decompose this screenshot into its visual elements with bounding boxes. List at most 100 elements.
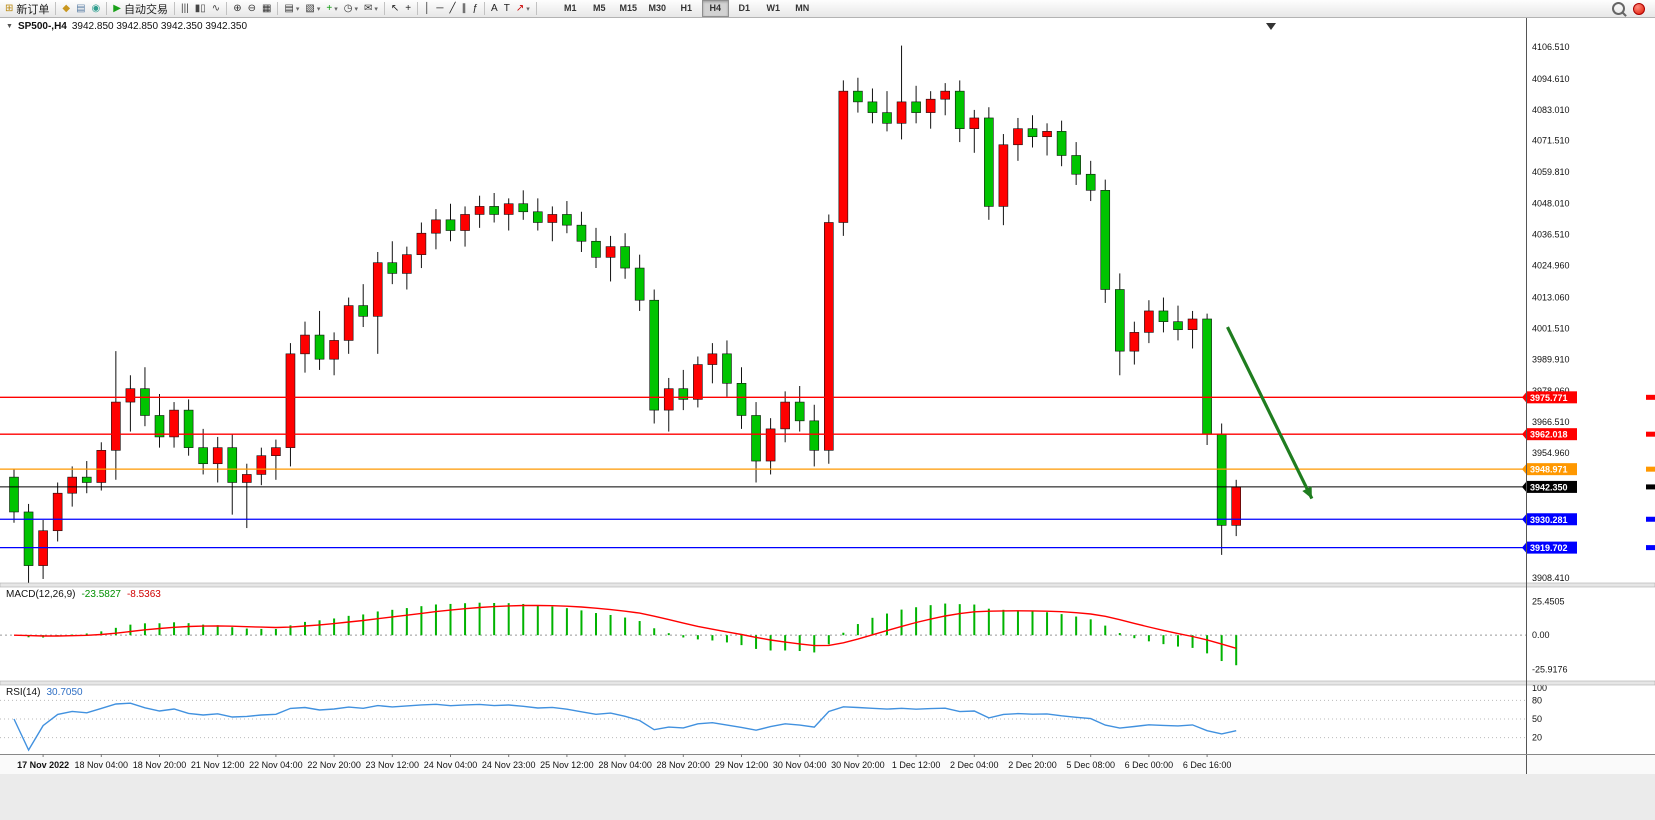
text-label-icon[interactable]: T	[501, 1, 513, 17]
candle-body	[707, 353, 718, 365]
new-order-icon: ⊞	[5, 2, 14, 14]
candle-body	[984, 117, 994, 207]
auto-trading-icon: ▶	[113, 2, 121, 14]
price-line-label[interactable]: 3942.350	[1522, 480, 1577, 493]
market-watch-icon[interactable]: ◆	[59, 1, 73, 17]
candle-body	[1202, 318, 1212, 435]
price-axis-label: 3954.960	[1532, 448, 1570, 458]
tile-windows-icon[interactable]: ▦	[259, 1, 274, 17]
zoom-out-icon[interactable]: ⊖	[245, 1, 259, 17]
horizontal-line-icon[interactable]: ─	[433, 1, 446, 17]
chevron-down-icon: ▾	[316, 5, 321, 13]
fibonacci-icon[interactable]: ƒ	[469, 1, 481, 17]
new-chart-dropdown[interactable]: ▤ ▾	[281, 1, 302, 17]
vertical-line-icon[interactable]: │	[421, 1, 433, 17]
time-axis[interactable]	[0, 754, 1655, 774]
chevron-down-icon: ▾	[354, 5, 358, 13]
price-line-label[interactable]: 3975.771	[1522, 391, 1577, 404]
line-chart-icon[interactable]: ∿	[209, 1, 223, 17]
candle-body	[925, 98, 936, 113]
horizontal-line-icon-icon: ─	[436, 2, 444, 14]
candle-body	[402, 254, 412, 274]
candle-body	[154, 415, 165, 438]
price-line-label[interactable]: 3919.702	[1522, 541, 1577, 554]
arrows-dropdown[interactable]: ↗ ▾	[513, 1, 533, 17]
time-axis-label: 28 Nov 20:00	[657, 760, 711, 770]
alert-icon[interactable]	[1633, 2, 1645, 15]
new-order-button-label: 新订单	[16, 3, 50, 16]
rsi-line	[13, 702, 1237, 752]
price-axis-label: 3966.510	[1532, 417, 1570, 427]
candle-body	[765, 428, 776, 462]
candle-body	[969, 117, 980, 129]
price-axis-label: 4094.610	[1532, 74, 1570, 84]
auto-trading-button[interactable]: ▶ 自动交易	[110, 1, 171, 17]
timeframe-h4[interactable]: H4	[701, 0, 729, 17]
timeframe-switcher: M1 M5 M15 M30 H1 H4 D1 W1 MN	[556, 0, 817, 17]
pane-divider[interactable]	[0, 680, 1655, 686]
timeframe-d1[interactable]: D1	[738, 3, 750, 13]
text-icon-icon: A	[491, 2, 498, 14]
price-line-value: 3942.350	[1530, 482, 1568, 492]
toolbar-separator	[277, 2, 279, 15]
candle-body	[823, 222, 834, 451]
cursor-icon[interactable]: ↖	[388, 1, 402, 17]
rsi-indicator-label: RSI(14) 30.7050	[6, 687, 83, 698]
text-icon[interactable]: A	[488, 1, 501, 17]
price-axis[interactable]: 4106.510 4094.610 4083.010 4071.510 4059.810…	[1532, 42, 1570, 583]
time-axis-label: 2 Dec 20:00	[1008, 760, 1057, 770]
candle-body	[503, 203, 514, 215]
candle-body	[1013, 128, 1023, 146]
macd-name: MACD(12,26,9)	[6, 589, 76, 600]
chevron-down-icon[interactable]: ▼	[6, 23, 13, 30]
candlestick-chart-icon[interactable]: ▮▯	[192, 1, 209, 17]
time-axis-label: 6 Dec 16:00	[1183, 760, 1232, 770]
pane-divider[interactable]	[0, 582, 1655, 588]
profiles-dropdown[interactable]: ▧ ▾	[302, 1, 323, 17]
candle-body	[125, 388, 136, 403]
periods-dropdown[interactable]: ◷ ▾	[341, 1, 361, 17]
candle-body	[212, 447, 223, 465]
candle-body	[52, 492, 63, 532]
crosshair-icon[interactable]: +	[402, 1, 414, 17]
chart-shift-marker[interactable]	[1266, 23, 1276, 30]
rsi-axis-label: 100	[1532, 683, 1547, 693]
candle-body	[329, 340, 339, 360]
candle-body	[140, 388, 150, 416]
price-axis-label: 4013.060	[1532, 292, 1570, 302]
data-window-icon[interactable]: ▤	[73, 1, 88, 17]
toolbar-separator	[173, 2, 175, 15]
time-axis-label: 6 Dec 00:00	[1125, 760, 1174, 770]
line-chart-icon-icon: ∿	[211, 2, 221, 14]
trend-arrow-annotation[interactable]	[1226, 326, 1314, 500]
timeframe-m30[interactable]: M30	[648, 3, 666, 13]
price-line-label[interactable]: 3930.281	[1522, 513, 1577, 526]
new-order-button[interactable]: ⊞ 新订单	[2, 1, 52, 17]
timeframe-m5[interactable]: M5	[592, 3, 606, 13]
timeframe-m15[interactable]: M15	[619, 3, 637, 13]
candle-body	[1100, 190, 1111, 290]
price-line-label[interactable]: 3948.971	[1522, 463, 1577, 476]
search-icon[interactable]	[1612, 2, 1625, 15]
zoom-in-icon[interactable]: ⊕	[230, 1, 244, 17]
navigator-icon[interactable]: ◉	[89, 1, 104, 17]
tile-windows-icon-icon: ▦	[261, 2, 272, 14]
time-axis-label: 22 Nov 04:00	[249, 760, 303, 770]
trendline-icon[interactable]: ╱	[446, 1, 458, 17]
timeframe-m1[interactable]: M1	[563, 3, 577, 13]
candle-body	[387, 262, 398, 274]
equidistant-channel-icon[interactable]: ∥	[458, 1, 469, 17]
candlestick-chart-icon-icon: ▮▯	[194, 2, 206, 14]
timeframe-mn[interactable]: MN	[795, 3, 810, 13]
timeframe-h1[interactable]: H1	[680, 3, 692, 13]
candle-body	[489, 206, 499, 215]
indicators-dropdown[interactable]: + ▾	[323, 1, 340, 17]
price-line-label[interactable]: 3962.018	[1522, 428, 1577, 441]
bar-chart-icon[interactable]: |||	[178, 1, 192, 17]
timeframe-w1[interactable]: W1	[766, 3, 780, 13]
vertical-line-icon-icon: │	[424, 2, 431, 14]
templates-dropdown[interactable]: ✉ ▾	[361, 1, 381, 17]
toolbar-separator	[417, 2, 419, 15]
line-edge-marker	[1646, 484, 1655, 490]
